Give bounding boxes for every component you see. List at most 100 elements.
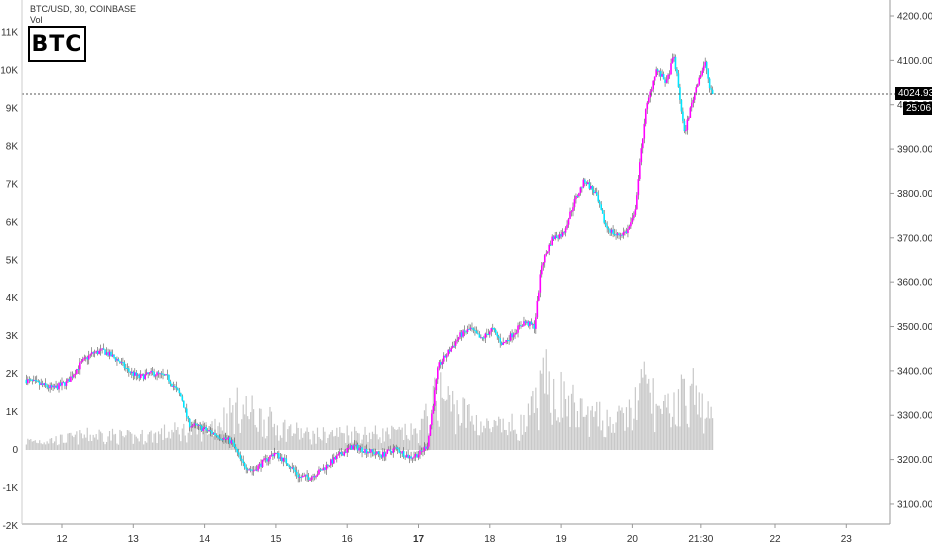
candle-body xyxy=(598,201,601,205)
volume-bar xyxy=(147,434,149,450)
volume-bar xyxy=(665,407,668,450)
candle-body xyxy=(385,453,387,457)
candle-body xyxy=(448,349,451,352)
volume-bar xyxy=(351,431,353,450)
volume-bar xyxy=(141,429,143,450)
volume-bar xyxy=(391,425,393,450)
candle-body xyxy=(86,357,89,360)
volume-bar xyxy=(517,440,519,450)
candle-body xyxy=(105,352,108,355)
candle-body xyxy=(539,274,542,293)
volume-bar xyxy=(159,434,161,450)
volume-bar xyxy=(416,433,418,450)
candle-body xyxy=(387,449,390,451)
volume-bar xyxy=(509,431,512,450)
candle-body xyxy=(692,99,695,103)
candle-body xyxy=(166,374,169,376)
candle-body xyxy=(234,446,237,450)
candle-body xyxy=(540,265,543,275)
candle-body xyxy=(270,454,273,456)
volume-bar xyxy=(710,406,712,450)
candle-body xyxy=(62,382,65,384)
candle-body xyxy=(197,424,200,426)
candle-body xyxy=(408,456,411,459)
volume-bar xyxy=(242,404,244,450)
candle-body xyxy=(399,452,402,454)
time-axis-tick: 19 xyxy=(556,534,568,545)
candle-body xyxy=(527,321,530,326)
volume-bar xyxy=(443,399,445,450)
volume-bar xyxy=(660,408,662,450)
candle-body xyxy=(491,328,494,330)
candle-body xyxy=(276,453,279,455)
volume-bar xyxy=(471,415,473,450)
volume-bar xyxy=(36,442,38,450)
volume-bar xyxy=(201,441,203,450)
volume-bar xyxy=(403,439,405,450)
candle-body xyxy=(545,253,548,256)
candle-body xyxy=(243,463,246,468)
candle-body xyxy=(702,65,705,71)
candle-body xyxy=(407,454,409,459)
price-axis-tick: 3400.00 xyxy=(897,366,932,377)
volume-bar xyxy=(631,430,633,450)
candle-body xyxy=(532,324,534,326)
volume-bar xyxy=(108,430,111,450)
volume-bar xyxy=(107,436,109,450)
candle-body xyxy=(46,385,48,388)
volume-bar xyxy=(662,401,665,450)
volume-bar xyxy=(426,416,429,450)
candle-body xyxy=(289,467,292,469)
candle-body xyxy=(484,333,487,339)
volume-bar xyxy=(239,432,241,450)
volume-bar xyxy=(637,400,639,450)
candle-body xyxy=(698,77,701,85)
candle-body xyxy=(673,56,675,59)
candle-body xyxy=(640,148,643,163)
symbol-label: BTC/USD, 30, COINBASE xyxy=(30,4,137,14)
candle-body xyxy=(465,331,467,333)
candle-body xyxy=(340,452,343,455)
volume-bar xyxy=(542,357,544,450)
candle-body xyxy=(223,437,225,440)
candle-body xyxy=(535,317,537,329)
candle-body xyxy=(128,368,130,372)
volume-bar xyxy=(321,440,323,450)
volume-bar xyxy=(269,406,271,450)
candle-body xyxy=(475,330,478,334)
candle-body xyxy=(435,379,438,391)
volume-bar xyxy=(307,431,310,450)
volume-bar xyxy=(547,394,549,450)
volume-bar xyxy=(343,433,345,450)
volume-axis-tick: 2K xyxy=(6,369,19,380)
candle-body xyxy=(581,187,583,189)
candle-body xyxy=(349,445,351,448)
volume-bar xyxy=(609,416,611,450)
candle-body xyxy=(254,469,256,471)
candle-body xyxy=(392,448,395,453)
candle-body xyxy=(609,229,611,233)
volume-bar xyxy=(53,441,56,450)
candle-body xyxy=(315,475,317,478)
candle-body xyxy=(159,373,161,375)
volume-bar xyxy=(386,427,388,450)
volume-bar xyxy=(420,418,423,450)
volume-bar xyxy=(181,428,183,450)
candle-body xyxy=(248,469,250,471)
candle-body xyxy=(358,448,360,451)
volume-bar xyxy=(564,399,567,450)
volume-bar xyxy=(456,400,458,450)
candle-body xyxy=(365,449,368,454)
volume-bar xyxy=(212,436,215,450)
candle-body xyxy=(434,390,436,406)
candle-body xyxy=(382,451,384,458)
volume-bar xyxy=(153,433,155,450)
volume-bar xyxy=(677,389,680,450)
candle-body xyxy=(641,138,644,149)
candle-body xyxy=(555,235,558,238)
volume-bar xyxy=(536,408,538,450)
volume-axis: -2K -1K 0 1K 2K 3K 4K 5K 6K 7K 8K 9K 10K 11K xyxy=(0,28,18,532)
candle-body xyxy=(89,354,92,356)
volume-bar xyxy=(622,413,625,450)
